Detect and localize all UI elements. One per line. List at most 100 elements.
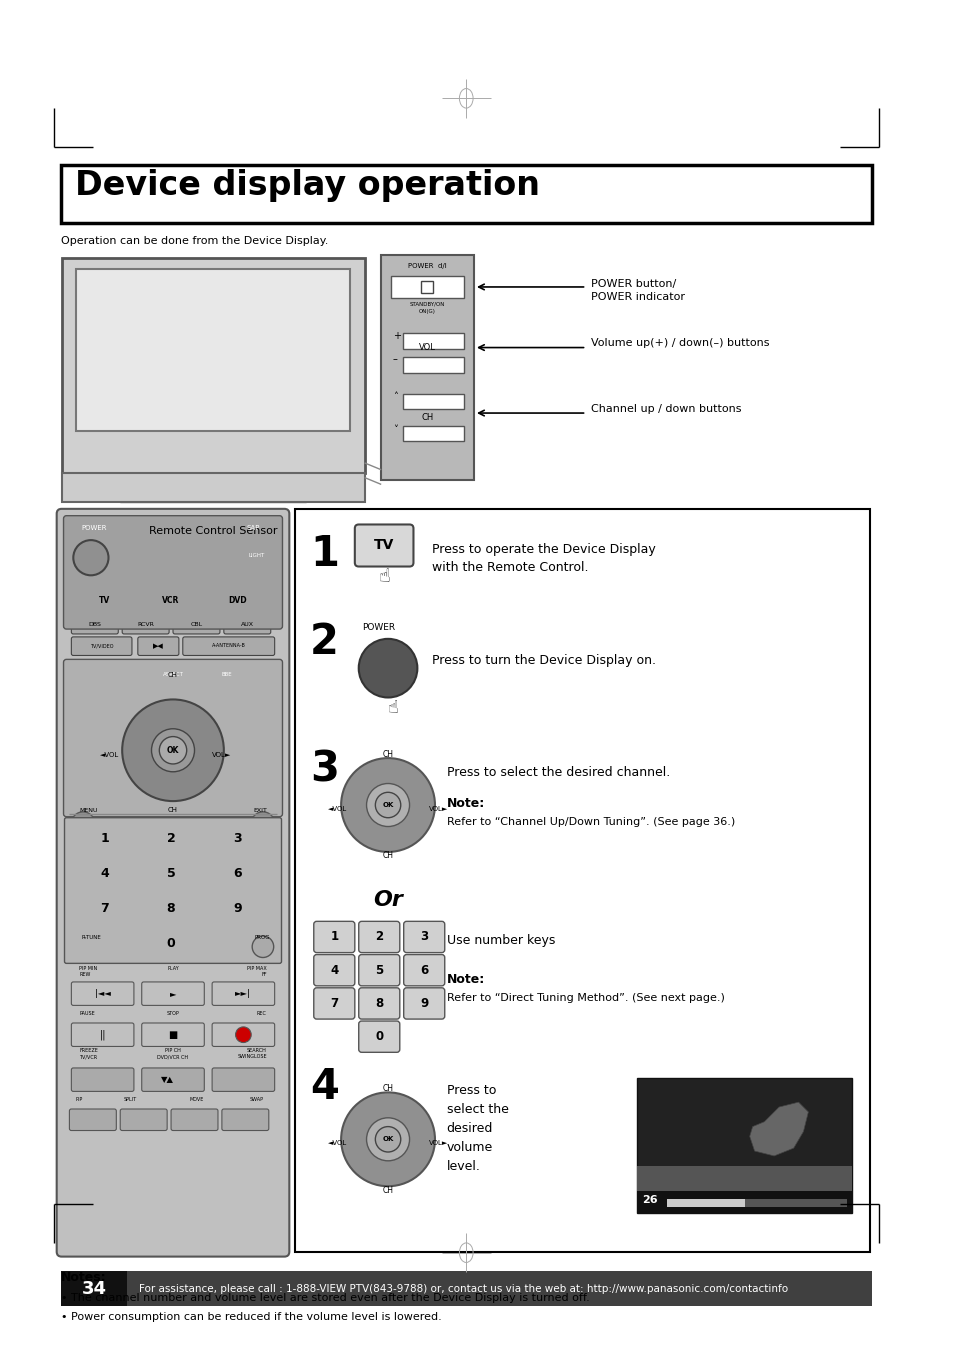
Text: ►►|: ►►|	[235, 989, 251, 998]
Text: 5: 5	[375, 963, 383, 977]
Circle shape	[159, 736, 187, 763]
FancyBboxPatch shape	[355, 524, 413, 566]
Text: PIP: PIP	[75, 1097, 83, 1102]
Text: 6: 6	[233, 867, 241, 880]
Text: PIP MAX
FF: PIP MAX FF	[247, 966, 267, 977]
Bar	[666, 1198, 744, 1206]
Circle shape	[235, 1027, 251, 1043]
Text: MENU: MENU	[79, 808, 97, 813]
Bar	[421, 281, 433, 293]
FancyBboxPatch shape	[71, 982, 133, 1005]
Bar	[61, 1271, 871, 1306]
Text: ON(G): ON(G)	[418, 309, 436, 315]
FancyBboxPatch shape	[358, 921, 399, 952]
Circle shape	[251, 812, 274, 835]
FancyBboxPatch shape	[71, 636, 132, 655]
Text: CH: CH	[382, 750, 394, 759]
FancyBboxPatch shape	[142, 1023, 204, 1047]
Text: ►: ►	[170, 989, 176, 998]
Text: DBS: DBS	[89, 621, 101, 627]
Text: ˅: ˅	[393, 424, 397, 435]
FancyBboxPatch shape	[172, 615, 220, 634]
Text: Volume up(+) / down(–) buttons: Volume up(+) / down(–) buttons	[591, 338, 769, 347]
FancyBboxPatch shape	[148, 665, 198, 684]
FancyBboxPatch shape	[314, 988, 355, 1019]
Text: TV: TV	[374, 538, 394, 553]
Bar	[62, 258, 364, 473]
Text: 3: 3	[233, 832, 241, 844]
Text: MOVE: MOVE	[189, 1097, 203, 1102]
FancyBboxPatch shape	[56, 509, 289, 1256]
FancyBboxPatch shape	[403, 921, 444, 952]
Text: VOL►: VOL►	[429, 807, 448, 812]
FancyBboxPatch shape	[358, 988, 399, 1019]
Text: Refer to “Direct Tuning Method”. (See next page.): Refer to “Direct Tuning Method”. (See ne…	[446, 993, 724, 1002]
Circle shape	[73, 540, 109, 576]
Text: +: +	[393, 331, 400, 340]
Text: Refer to “Channel Up/Down Tuning”. (See page 36.): Refer to “Channel Up/Down Tuning”. (See …	[446, 817, 734, 827]
Text: 0: 0	[167, 938, 175, 950]
Text: For assistance, please call : 1-888-VIEW PTV(843-9788) or, contact us via the we: For assistance, please call : 1-888-VIEW…	[138, 1283, 787, 1294]
Text: Use number keys: Use number keys	[446, 934, 555, 947]
Text: POWER  d/I: POWER d/I	[407, 262, 446, 269]
Circle shape	[71, 812, 94, 835]
Bar	[402, 332, 464, 349]
Text: LIGHT: LIGHT	[249, 553, 265, 558]
Text: VOL►: VOL►	[212, 753, 232, 758]
Bar	[402, 393, 464, 409]
Text: PROG: PROG	[254, 935, 270, 940]
Text: POWER: POWER	[81, 526, 107, 531]
Text: Press to
select the
desired
volume
level.: Press to select the desired volume level…	[446, 1084, 508, 1173]
Text: A-ANTENNA-B: A-ANTENNA-B	[212, 643, 246, 648]
Text: ASPECT: ASPECT	[162, 671, 183, 677]
Text: ||: ||	[99, 1029, 106, 1040]
Text: ◄VOL: ◄VOL	[327, 807, 347, 812]
Circle shape	[341, 758, 435, 852]
Text: 7: 7	[100, 902, 109, 915]
Circle shape	[358, 639, 417, 697]
FancyBboxPatch shape	[209, 821, 266, 855]
Bar	[381, 255, 474, 480]
Circle shape	[375, 1127, 400, 1152]
Circle shape	[366, 1117, 409, 1161]
Text: OK: OK	[167, 746, 179, 755]
Circle shape	[152, 728, 194, 771]
FancyBboxPatch shape	[209, 857, 266, 890]
FancyBboxPatch shape	[65, 817, 281, 963]
Text: RCVR: RCVR	[137, 621, 154, 627]
Text: STANDBY/ON: STANDBY/ON	[409, 301, 444, 307]
Bar	[666, 1198, 846, 1206]
Text: OK: OK	[382, 1136, 394, 1143]
FancyBboxPatch shape	[222, 1109, 269, 1131]
Text: |◄◄: |◄◄	[94, 989, 111, 998]
Text: VCR: VCR	[162, 596, 179, 605]
Text: Note:: Note:	[446, 797, 484, 811]
Text: 1: 1	[310, 534, 338, 576]
FancyBboxPatch shape	[183, 636, 274, 655]
Text: • Power consumption can be reduced if the volume level is lowered.: • Power consumption can be reduced if th…	[61, 1312, 441, 1323]
Bar	[91, 473, 335, 490]
Text: 2: 2	[167, 832, 175, 844]
Text: CH: CH	[382, 851, 394, 861]
FancyBboxPatch shape	[403, 988, 444, 1019]
FancyBboxPatch shape	[209, 892, 266, 925]
FancyBboxPatch shape	[142, 1067, 204, 1092]
FancyBboxPatch shape	[122, 615, 169, 634]
Text: R-TUNE: R-TUNE	[81, 935, 101, 940]
FancyBboxPatch shape	[358, 955, 399, 986]
FancyBboxPatch shape	[212, 1067, 274, 1092]
Polygon shape	[749, 1102, 807, 1156]
Text: PIP CH
DVD/VCR CH: PIP CH DVD/VCR CH	[157, 1048, 189, 1059]
FancyBboxPatch shape	[210, 590, 265, 612]
Text: 8: 8	[167, 902, 175, 915]
Text: SPLIT: SPLIT	[123, 1097, 136, 1102]
Text: Remote Control Sensor: Remote Control Sensor	[149, 527, 277, 536]
FancyBboxPatch shape	[224, 615, 271, 634]
Text: CH: CH	[382, 1084, 394, 1093]
Text: OK: OK	[382, 802, 394, 808]
Text: 8: 8	[375, 997, 383, 1011]
Text: SEARCH
SWINGLOSE: SEARCH SWINGLOSE	[237, 1048, 267, 1059]
Text: CH: CH	[168, 671, 178, 678]
FancyBboxPatch shape	[142, 982, 204, 1005]
Text: ■: ■	[169, 1029, 177, 1040]
